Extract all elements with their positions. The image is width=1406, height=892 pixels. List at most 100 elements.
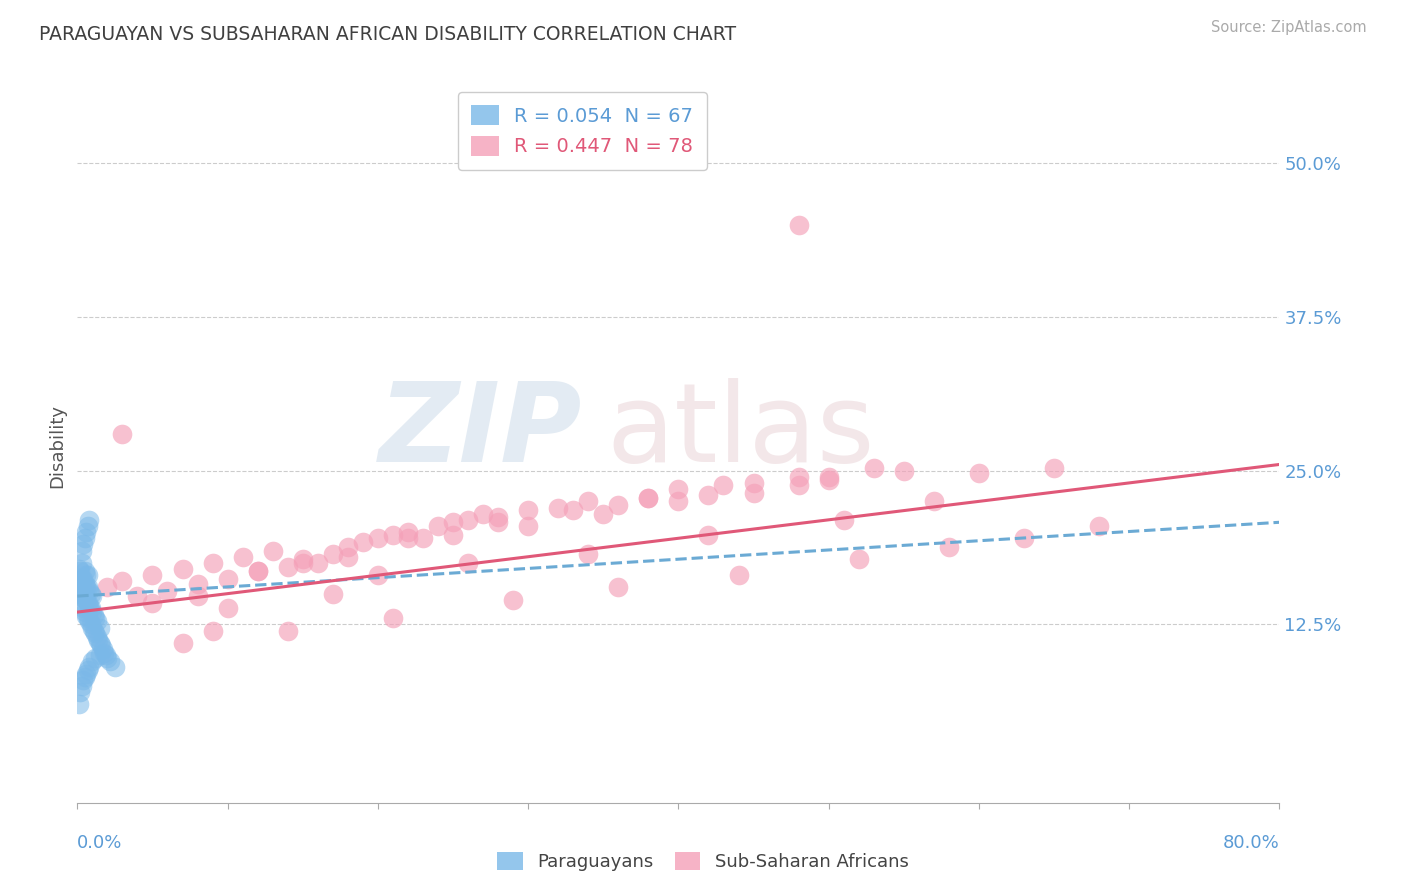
Point <box>713 478 735 492</box>
Point <box>441 527 464 541</box>
Point <box>291 552 314 566</box>
Point <box>73 531 96 545</box>
Point <box>367 531 389 545</box>
Point <box>412 531 434 545</box>
Point <box>517 503 540 517</box>
Point <box>83 607 105 622</box>
Point <box>70 556 93 570</box>
Point <box>697 527 720 541</box>
Point <box>76 597 98 611</box>
Point <box>80 601 103 615</box>
Point <box>246 565 269 579</box>
Point <box>111 574 134 589</box>
Point <box>72 601 94 615</box>
Legend: R = 0.054  N = 67, R = 0.447  N = 78: R = 0.054 N = 67, R = 0.447 N = 78 <box>458 92 707 169</box>
Point <box>69 589 91 603</box>
Point <box>217 572 239 586</box>
Point <box>862 461 884 475</box>
Point <box>86 614 108 628</box>
Point <box>79 614 101 628</box>
Point <box>576 547 599 561</box>
Point <box>89 621 111 635</box>
Point <box>277 559 299 574</box>
Point <box>82 589 104 603</box>
Point <box>73 565 96 579</box>
Point <box>79 660 101 674</box>
Point <box>922 494 945 508</box>
Text: 80.0%: 80.0% <box>1223 834 1279 852</box>
Point <box>697 488 720 502</box>
Point <box>396 525 419 540</box>
Point <box>441 516 464 530</box>
Point <box>76 663 98 677</box>
Point <box>742 475 765 490</box>
Point <box>262 543 284 558</box>
Point <box>607 498 630 512</box>
Point <box>75 525 97 540</box>
Point <box>1088 519 1111 533</box>
Point <box>75 666 97 681</box>
Point <box>1012 531 1035 545</box>
Point <box>96 581 118 595</box>
Point <box>187 589 209 603</box>
Point <box>82 654 104 668</box>
Point <box>967 466 990 480</box>
Point <box>637 491 659 505</box>
Point <box>76 519 98 533</box>
Text: PARAGUAYAN VS SUBSAHARAN AFRICAN DISABILITY CORRELATION CHART: PARAGUAYAN VS SUBSAHARAN AFRICAN DISABIL… <box>39 25 737 44</box>
Point <box>817 469 839 483</box>
Point <box>201 556 224 570</box>
Point <box>187 576 209 591</box>
Point <box>80 617 103 632</box>
Point <box>322 547 344 561</box>
Point <box>396 531 419 545</box>
Point <box>76 581 98 595</box>
Point <box>817 474 839 488</box>
Point <box>277 624 299 638</box>
Point <box>848 552 870 566</box>
Point <box>73 670 96 684</box>
Point <box>94 648 117 662</box>
Point <box>938 540 960 554</box>
Point <box>201 624 224 638</box>
Point <box>76 611 98 625</box>
Point <box>67 574 90 589</box>
Point <box>502 592 524 607</box>
Point <box>832 513 855 527</box>
Point <box>727 568 749 582</box>
Point <box>172 636 194 650</box>
Point <box>73 589 96 603</box>
Point <box>79 513 101 527</box>
Point <box>472 507 495 521</box>
Point <box>75 608 97 623</box>
Point <box>83 624 105 638</box>
Point <box>82 605 104 619</box>
Point <box>562 503 585 517</box>
Point <box>67 587 90 601</box>
Point <box>427 519 450 533</box>
Point <box>1043 461 1066 475</box>
Point <box>742 485 765 500</box>
Point <box>111 426 134 441</box>
Point <box>232 549 254 564</box>
Point <box>72 537 94 551</box>
Point <box>127 589 149 603</box>
Point <box>668 482 690 496</box>
Point <box>322 587 344 601</box>
Point <box>67 562 90 576</box>
Point <box>787 469 810 483</box>
Point <box>96 650 118 665</box>
Point <box>141 597 163 611</box>
Point <box>156 584 179 599</box>
Point <box>70 584 93 599</box>
Point <box>576 494 599 508</box>
Point <box>86 630 108 644</box>
Point <box>457 556 479 570</box>
Point <box>93 646 115 660</box>
Point <box>70 679 93 693</box>
Point <box>89 636 111 650</box>
Point <box>217 601 239 615</box>
Point <box>104 660 127 674</box>
Text: ZIP: ZIP <box>378 378 582 485</box>
Point <box>75 581 97 595</box>
